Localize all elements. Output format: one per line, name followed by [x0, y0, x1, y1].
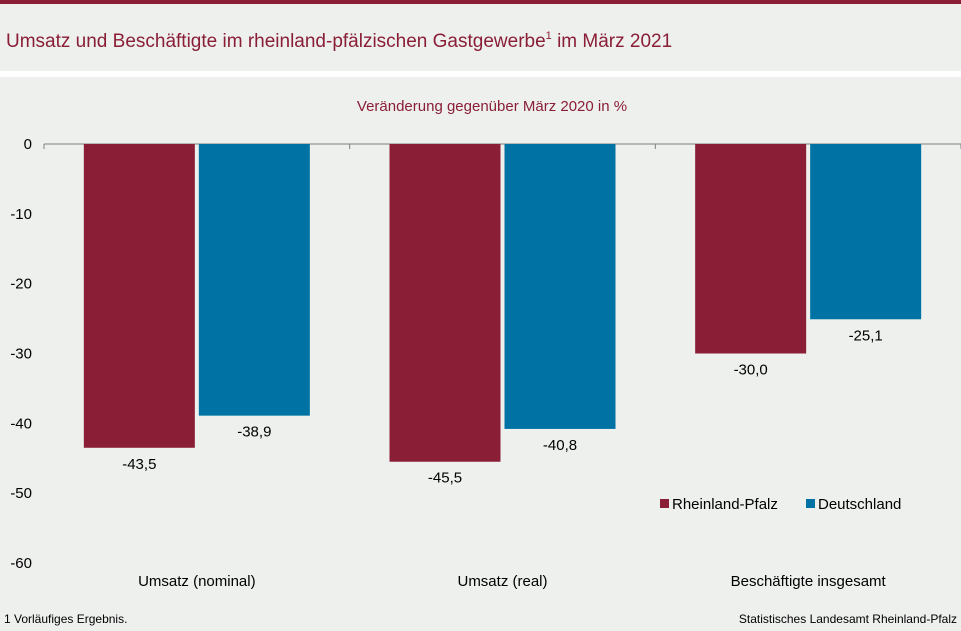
- data-label: -38,9: [237, 424, 271, 441]
- bar-rheinland-pfalz: [83, 144, 195, 448]
- y-tick-label: -50: [10, 485, 32, 502]
- top-accent-bar: [0, 0, 961, 4]
- chart-subtitle: Veränderung gegenüber März 2020 in %: [357, 98, 627, 115]
- y-tick-label: -60: [10, 555, 32, 572]
- bar-chart: Veränderung gegenüber März 2020 in % 0 -10…: [10, 98, 961, 590]
- bar-deutschland: [198, 144, 310, 416]
- y-tick-label: 0: [24, 136, 32, 153]
- title-text: Umsatz und Beschäftigte im rheinland-pfä…: [6, 31, 546, 52]
- title-footnote-mark: 1: [545, 30, 552, 42]
- x-category-label: Umsatz (nominal): [138, 573, 256, 590]
- header: Umsatz und Beschäftigte im rheinland-pfä…: [0, 4, 961, 70]
- header-divider: [0, 71, 961, 77]
- y-tick-label: -20: [10, 276, 32, 293]
- page-title: Umsatz und Beschäftigte im rheinland-pfä…: [6, 30, 672, 53]
- x-category-label: Umsatz (real): [457, 573, 547, 590]
- y-tick-label: -10: [10, 206, 32, 223]
- bar-deutschland: [504, 144, 616, 429]
- legend-swatch: [806, 499, 815, 508]
- bar-rheinland-pfalz: [695, 144, 807, 354]
- bar-rheinland-pfalz: [389, 144, 501, 462]
- legend-label: Rheinland-Pfalz: [672, 496, 778, 513]
- data-label: -30,0: [734, 362, 768, 379]
- data-label: -40,8: [543, 437, 577, 454]
- legend-label: Deutschland: [818, 496, 901, 513]
- data-label: -43,5: [122, 456, 156, 473]
- x-category-label: Beschäftigte insgesamt: [731, 573, 887, 590]
- footnote: 1 Vorläufiges Ergebnis.: [4, 612, 128, 626]
- legend-swatch: [660, 499, 669, 508]
- source-note: Statistisches Landesamt Rheinland-Pfalz: [738, 612, 957, 626]
- y-tick-label: -40: [10, 415, 32, 432]
- title-suffix: im März 2021: [551, 31, 673, 52]
- bar-deutschland: [810, 144, 922, 320]
- data-label: -45,5: [428, 470, 462, 487]
- y-tick-label: -30: [10, 346, 32, 363]
- data-label: -25,1: [849, 327, 883, 344]
